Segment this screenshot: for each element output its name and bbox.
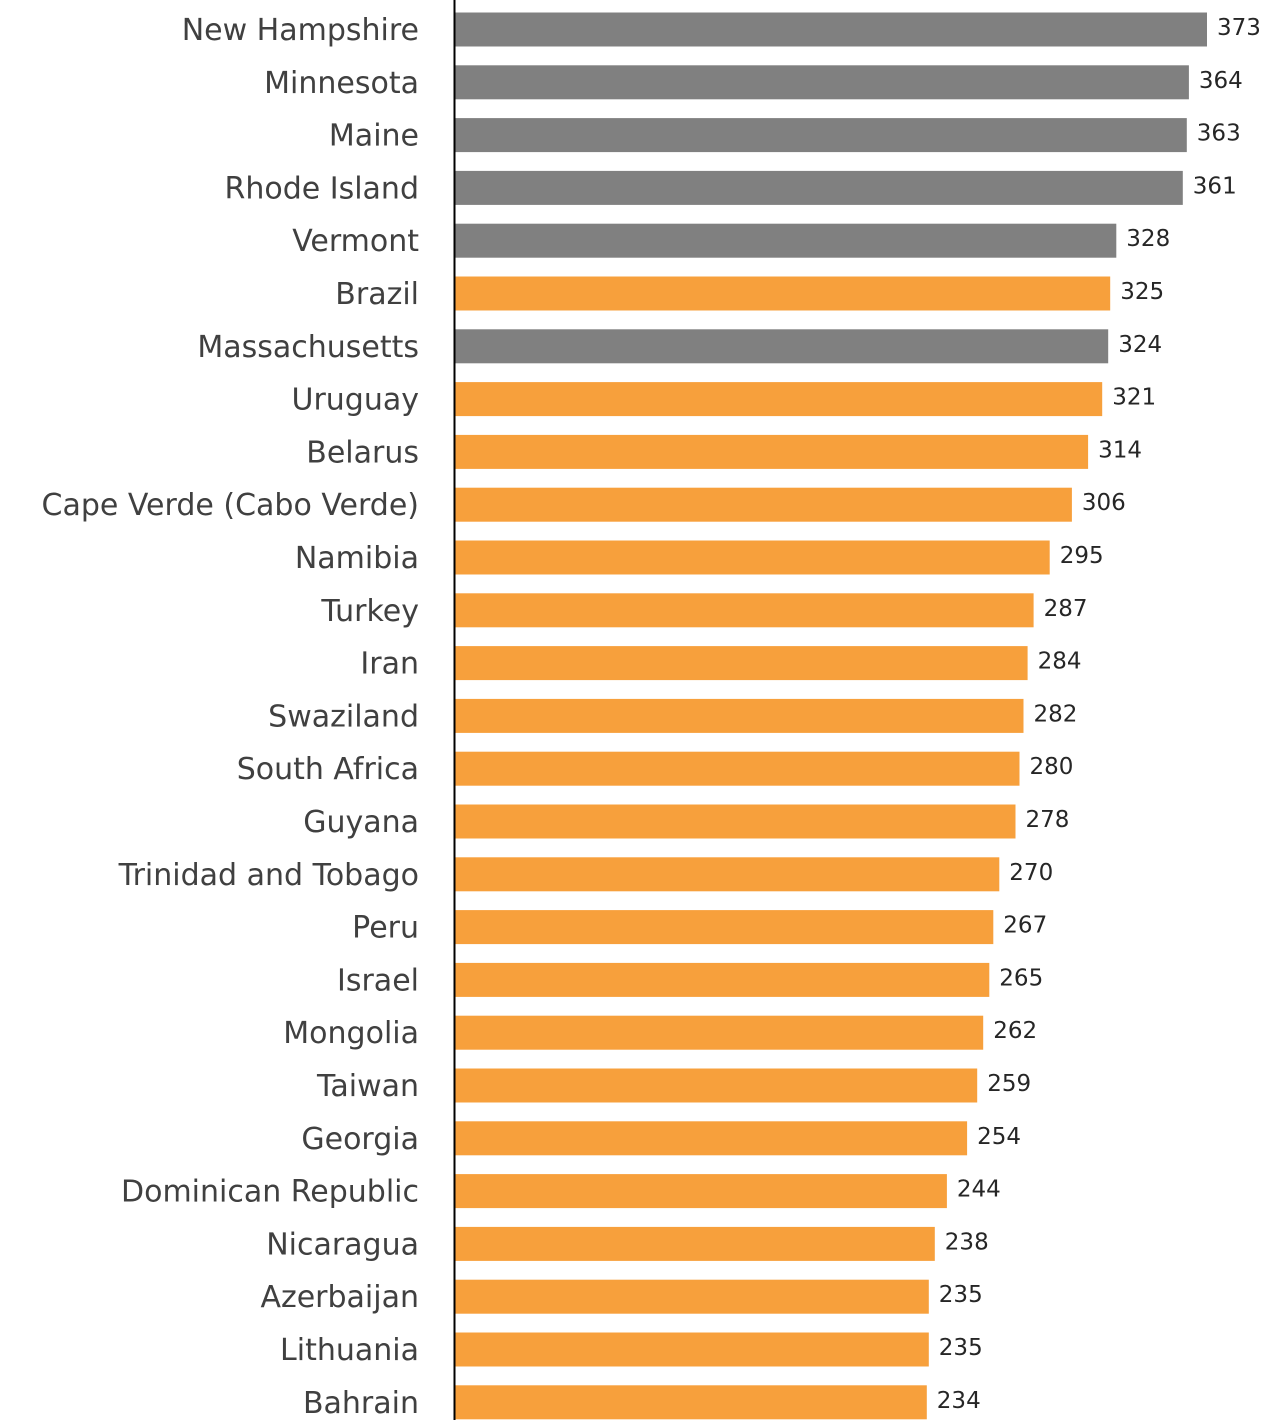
value-label: 363	[1197, 121, 1241, 147]
value-label: 287	[1044, 596, 1088, 622]
bar	[455, 1015, 984, 1050]
value-label: 364	[1199, 68, 1243, 94]
value-label: 321	[1112, 385, 1156, 411]
category-label: Swaziland	[268, 699, 419, 734]
value-label: 234	[937, 1388, 981, 1414]
bar	[455, 540, 1050, 575]
value-label: 235	[939, 1335, 983, 1361]
category-label: Turkey	[320, 594, 419, 629]
bars-layer: New Hampshire 373 Minnesota 364 Maine 363 Rhod…	[42, 12, 1261, 1420]
category-label: Taiwan	[316, 1069, 419, 1104]
value-label: 314	[1098, 437, 1142, 463]
value-label: 324	[1118, 332, 1162, 358]
category-label: Azerbaijan	[260, 1280, 419, 1315]
value-label: 361	[1193, 173, 1237, 199]
category-label: Rhode Island	[224, 171, 419, 206]
value-label: 262	[993, 1018, 1037, 1044]
category-label: Belarus	[306, 435, 419, 470]
bar	[455, 12, 1207, 47]
bar	[455, 329, 1109, 364]
bar	[455, 1279, 929, 1314]
value-label: 282	[1034, 701, 1078, 727]
value-label: 267	[1003, 913, 1047, 939]
category-label: Massachusetts	[197, 330, 419, 365]
value-label: 278	[1026, 807, 1070, 833]
bar	[455, 1385, 927, 1420]
value-label: 325	[1120, 279, 1164, 305]
category-label: Nicaragua	[266, 1227, 419, 1262]
bar	[455, 1226, 935, 1261]
category-label: Bahrain	[303, 1386, 419, 1420]
bar	[455, 646, 1028, 681]
bar	[455, 910, 994, 945]
bar	[455, 1174, 947, 1209]
bar	[455, 434, 1089, 469]
bar	[455, 1332, 929, 1367]
category-label: New Hampshire	[182, 13, 419, 48]
category-label: Dominican Republic	[121, 1175, 419, 1210]
category-label: Uruguay	[292, 383, 420, 418]
category-label: Brazil	[335, 277, 419, 312]
bar	[455, 857, 1000, 892]
bar	[455, 382, 1103, 417]
category-label: Maine	[329, 119, 419, 154]
category-label: Peru	[352, 911, 419, 946]
bar	[455, 1068, 978, 1103]
bar	[455, 593, 1034, 628]
category-label: South Africa	[237, 752, 419, 787]
bar	[455, 698, 1024, 733]
bar	[455, 276, 1111, 311]
category-label: Mongolia	[283, 1016, 419, 1051]
value-label: 259	[987, 1071, 1031, 1097]
bar	[455, 170, 1183, 205]
bar	[455, 962, 990, 997]
category-label: Lithuania	[280, 1333, 419, 1368]
value-label: 280	[1030, 754, 1074, 780]
value-label: 235	[939, 1282, 983, 1308]
bar	[455, 1121, 968, 1156]
value-label: 284	[1038, 649, 1082, 675]
category-label: Israel	[337, 963, 419, 998]
category-label: Cape Verde (Cabo Verde)	[42, 488, 420, 523]
bar	[455, 487, 1072, 522]
bar	[455, 804, 1016, 839]
value-label: 254	[977, 1124, 1021, 1150]
category-label: Namibia	[295, 541, 419, 576]
category-label: Vermont	[292, 224, 419, 259]
category-label: Iran	[360, 647, 419, 682]
value-label: 295	[1060, 543, 1104, 569]
bar	[455, 118, 1187, 153]
category-label: Georgia	[301, 1122, 419, 1157]
value-label: 306	[1082, 490, 1126, 516]
bar	[455, 65, 1189, 100]
value-label: 265	[999, 965, 1043, 991]
value-label: 238	[945, 1229, 989, 1255]
value-label: 244	[957, 1177, 1001, 1203]
category-label: Trinidad and Tobago	[118, 858, 419, 893]
bar	[455, 751, 1020, 786]
bar	[455, 223, 1117, 258]
category-label: Guyana	[303, 805, 419, 840]
value-label: 270	[1009, 860, 1053, 886]
value-label: 328	[1126, 226, 1170, 252]
category-label: Minnesota	[264, 66, 419, 101]
value-label: 373	[1217, 15, 1261, 41]
